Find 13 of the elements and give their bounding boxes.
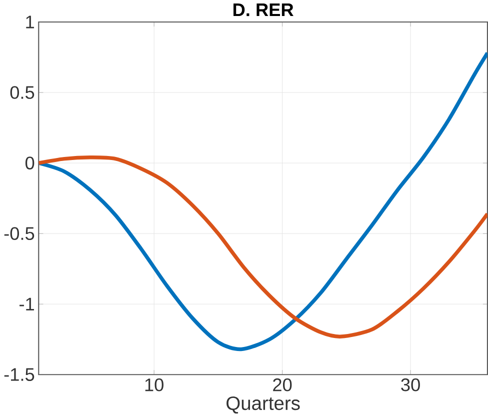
y-tick-label: 0 (25, 156, 34, 170)
y-tick-label: 1 (26, 16, 34, 28)
line-series (38, 155, 488, 338)
x-tick-label: 10 (145, 378, 164, 392)
y-tick-label: -1 (20, 298, 34, 310)
x-axis-title: Quarters (226, 396, 300, 414)
line-series (38, 51, 488, 352)
x-tick-label: 30 (401, 378, 420, 392)
y-tick-label: -1.5 (4, 368, 34, 381)
chart-title: D. RER (233, 4, 294, 16)
y-tick-label: -0.5 (4, 227, 34, 240)
x-tick-label: 20 (273, 378, 292, 392)
y-tick-label: 0.5 (10, 86, 34, 99)
